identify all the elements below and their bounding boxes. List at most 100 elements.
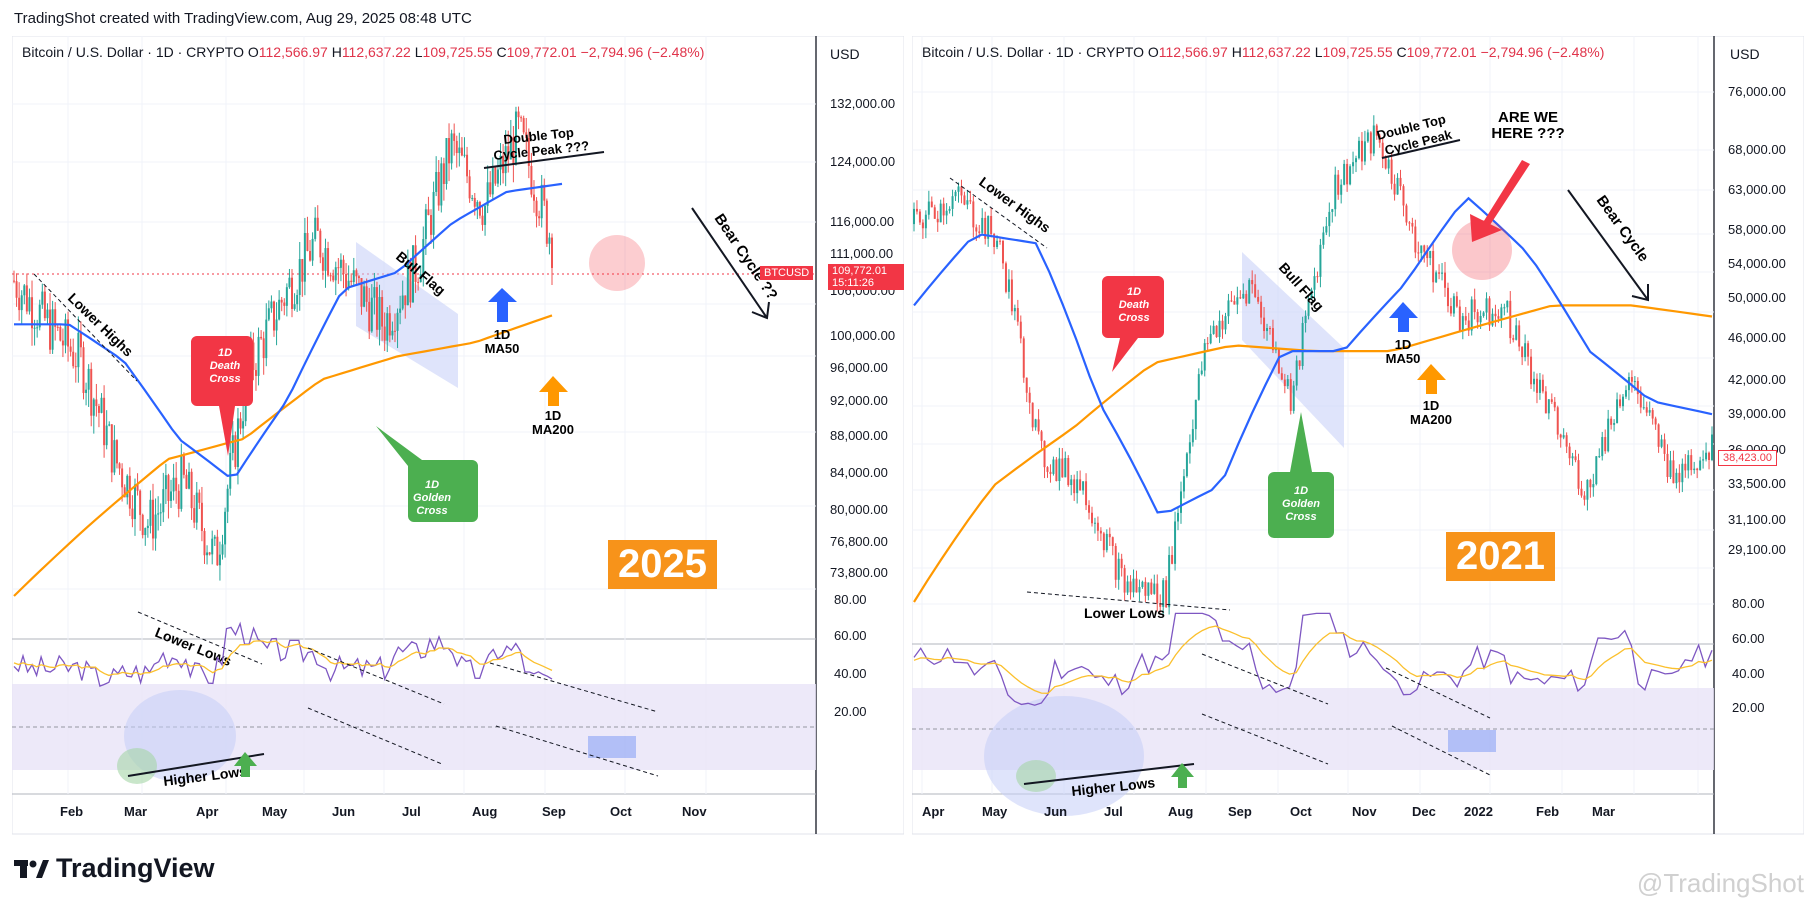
candle-body xyxy=(1061,458,1064,478)
candle-body xyxy=(1565,435,1568,447)
double-top-line xyxy=(483,151,605,169)
candle-body xyxy=(1132,578,1135,593)
candle-body xyxy=(1521,346,1524,358)
candle-body xyxy=(1268,328,1271,330)
candle-body xyxy=(270,301,273,309)
price-axis-label: 33,500.00 xyxy=(1728,476,1786,491)
candle-body xyxy=(1458,306,1461,331)
price-axis-label: 58,000.00 xyxy=(1728,222,1786,237)
candle-body xyxy=(1423,245,1426,252)
time-axis-label: Apr xyxy=(922,804,944,819)
bull-flag-zone xyxy=(356,242,458,388)
currency-button[interactable]: USD xyxy=(830,46,860,62)
candle-body xyxy=(1473,299,1476,313)
candle-body xyxy=(1426,251,1429,259)
candle-body xyxy=(512,137,515,165)
candle-body xyxy=(525,132,528,138)
candle-body xyxy=(332,275,335,281)
price-tag-countdown: 15:11:26 xyxy=(832,277,875,289)
candle-body xyxy=(23,285,26,296)
price-axis-label: 88,000.00 xyxy=(830,428,888,443)
candle-body xyxy=(540,184,543,219)
candle-body xyxy=(1117,558,1120,580)
candle-body xyxy=(1479,315,1482,323)
candle-body xyxy=(1693,468,1696,471)
candle-body xyxy=(1390,159,1393,184)
candle-body xyxy=(1515,325,1518,340)
candle-body xyxy=(252,342,255,371)
candle-body xyxy=(1681,463,1684,483)
candle-body xyxy=(1574,456,1577,461)
lower-highs-line xyxy=(33,273,138,382)
legend-low-label: L xyxy=(1314,44,1323,60)
ma50-arrow-body xyxy=(1398,314,1409,332)
candle-body xyxy=(927,201,930,215)
candle-body xyxy=(975,227,978,232)
candle-body xyxy=(288,277,291,288)
candle-body xyxy=(538,216,541,219)
candle-body xyxy=(502,155,505,174)
candle-body xyxy=(494,166,497,184)
candle-body xyxy=(1387,159,1390,169)
candle-body xyxy=(1313,276,1316,290)
candle-body xyxy=(1257,296,1260,302)
candle-body xyxy=(144,528,147,536)
lower-lows-label: Lower Lows xyxy=(1084,605,1165,621)
legend-close: 109,772.01 xyxy=(506,44,577,60)
candle-body xyxy=(1559,434,1562,438)
tradingview-logo[interactable]: TradingView xyxy=(14,853,215,884)
candle-body xyxy=(59,326,62,341)
candle-body xyxy=(1126,581,1129,593)
candle-body xyxy=(208,552,211,555)
candle-body xyxy=(1295,360,1298,386)
candle-body xyxy=(139,490,142,515)
candle-body xyxy=(291,277,294,309)
candle-body xyxy=(1396,177,1399,195)
candle-body xyxy=(427,209,430,216)
candle-body xyxy=(417,281,420,283)
ma200-arrow-body xyxy=(1426,376,1437,394)
candle-body xyxy=(440,163,443,206)
candle-body xyxy=(473,197,476,207)
rsi-channel-top-2 xyxy=(489,662,659,713)
bear-cycle-arrowhead xyxy=(1631,284,1649,302)
candle-body xyxy=(121,468,124,488)
candle-body xyxy=(1194,399,1197,430)
candle-body xyxy=(981,217,984,233)
candle-body xyxy=(36,327,39,329)
candle-body xyxy=(172,477,175,492)
candle-body xyxy=(365,286,368,302)
candle-body xyxy=(162,489,165,513)
price-axis-label: 96,000.00 xyxy=(830,360,888,375)
symbol-tag: BTCUSD xyxy=(760,266,814,280)
candle-body xyxy=(113,440,116,473)
candle-body xyxy=(1004,263,1007,292)
candle-body xyxy=(18,297,21,311)
candle-body xyxy=(1616,399,1619,424)
candle-body xyxy=(1215,325,1218,338)
candle-body xyxy=(1497,316,1500,319)
candle-body xyxy=(432,191,435,235)
currency-button[interactable]: USD xyxy=(1730,46,1760,62)
candle-body xyxy=(1218,320,1221,338)
lower-lows-line xyxy=(1026,591,1231,611)
time-axis-label: Jul xyxy=(402,804,421,819)
time-axis-label: May xyxy=(262,804,288,819)
candle-body xyxy=(82,347,85,393)
candle-body xyxy=(1381,142,1384,159)
time-axis-label: Mar xyxy=(1592,804,1615,819)
candle-body xyxy=(1177,512,1180,522)
candle-body xyxy=(74,366,77,368)
rsi-axis-label: 80.00 xyxy=(834,592,867,607)
candle-body xyxy=(535,200,538,217)
tradingview-logo-text: TradingView xyxy=(56,853,215,883)
candle-body xyxy=(49,309,52,350)
candle-body xyxy=(226,488,229,512)
candle-body xyxy=(1506,300,1509,308)
time-axis-label: Mar xyxy=(124,804,147,819)
candle-body xyxy=(64,319,67,346)
candle-body xyxy=(56,326,59,328)
legend-open-label: O xyxy=(1147,44,1159,60)
candle-body xyxy=(1366,132,1369,142)
candle-body xyxy=(224,511,227,545)
